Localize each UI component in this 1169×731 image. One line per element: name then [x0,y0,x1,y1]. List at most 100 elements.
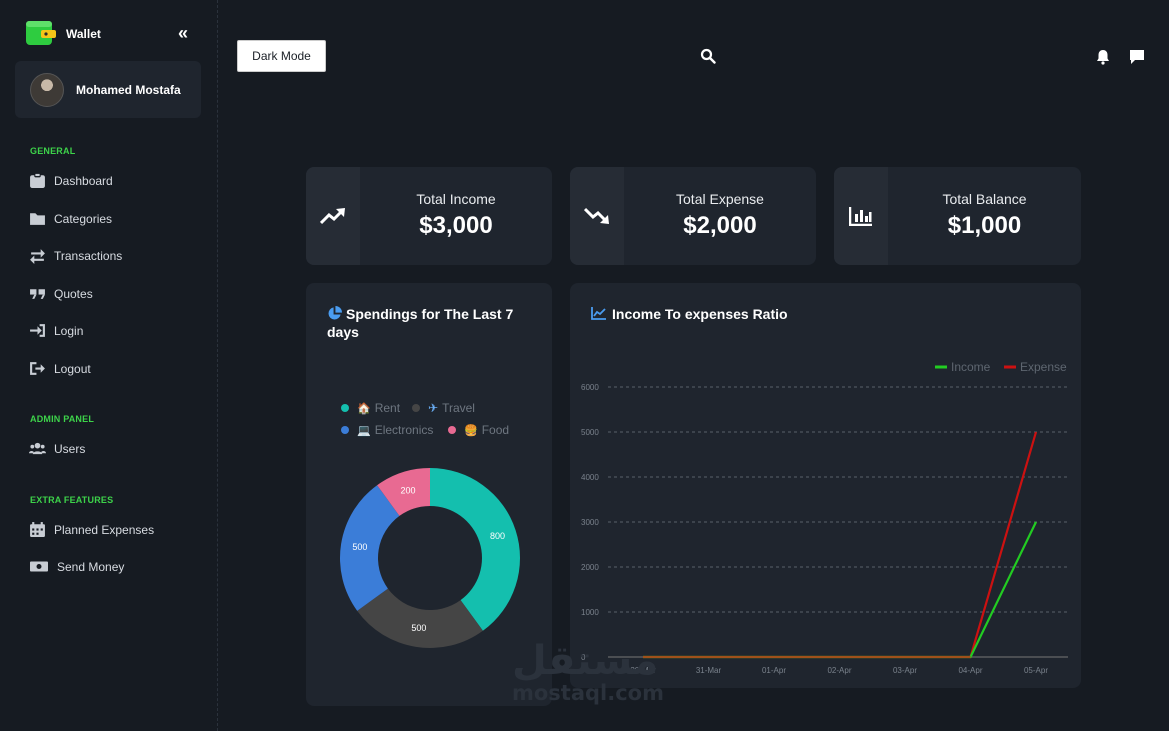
user-name: Mohamed Mostafa [76,82,181,97]
dashboard-icon [30,173,45,188]
legend-food[interactable]: 🍔 Food [448,423,509,437]
plane-icon: ✈ [428,401,439,415]
legend-dot [448,426,456,434]
sidebar-item-categories[interactable]: Categories [29,210,112,227]
legend-dot [412,404,420,412]
legend-electronics[interactable]: 💻 Electronics [341,423,433,437]
brand-title: Wallet [66,26,101,41]
section-extra: EXTRA FEATURES [30,495,114,505]
x-tick-label: 03-Apr [893,666,917,675]
x-tick-label: 31-Mar [696,666,722,675]
y-tick-label: 0 [581,653,586,662]
donut-data-label: 800 [490,531,505,541]
stat-label: Total Income [416,191,496,207]
wallet-icon [25,20,57,47]
y-tick-label: 5000 [581,428,599,437]
legend-dot [341,404,349,412]
legend-label-expense[interactable]: Expense [1020,360,1067,374]
laptop-icon: 💻 [357,424,371,437]
donut-slice-rent[interactable] [430,468,520,631]
legend-label: Electronics [374,423,434,437]
donut-slice-travel[interactable] [357,588,483,648]
x-tick-label: 30-Mar [630,666,656,675]
donut-data-label: 200 [401,485,416,495]
sidebar-item-logout[interactable]: Logout [29,360,91,377]
stat-value: $1,000 [947,212,1022,239]
stat-value: $2,000 [683,212,757,239]
sidebar-item-login[interactable]: Login [29,322,83,339]
legend-label: Food [481,423,510,437]
stat-label: Total Balance [942,191,1027,207]
total-income-card: Total Income $3,000 [306,167,552,265]
quote-icon [30,289,45,299]
stat-icon-box [570,167,624,265]
y-tick-label: 1000 [581,608,599,617]
watermark-arabic: مستقل [512,638,659,684]
legend-label-income[interactable]: Income [951,360,991,374]
ratio-title-text: Income To expenses Ratio [612,306,788,322]
donut-data-label: 500 [411,623,426,633]
ratio-title: Income To expenses Ratio [591,305,788,323]
logout-icon [30,362,45,375]
donut-data-label: 500 [352,542,367,552]
trend-up-icon [320,208,345,225]
donut-slice-electronics[interactable] [340,485,400,611]
stat-icon-box [306,167,360,265]
y-tick-label: 2000 [581,563,599,572]
trend-down-icon [584,207,609,224]
dark-mode-button[interactable]: Dark Mode [237,40,326,72]
x-tick-label: 04-Apr [958,666,982,675]
sidebar-item-quotes[interactable]: Quotes [29,285,93,302]
x-tick-label: 01-Apr [762,666,786,675]
y-tick-label: 3000 [581,518,599,527]
users-icon [29,442,46,455]
total-balance-card: Total Balance $1,000 [834,167,1081,265]
bell-icon[interactable] [1096,49,1110,70]
line-chart: 0 1000 2000 3000 4000 5000 6000 30-Mar 31-Mar 01-… [581,360,1068,675]
section-admin: ADMIN PANEL [30,414,95,424]
watermark: مستقل mostaql.com [512,640,664,704]
legend-label: Travel [442,401,475,415]
line-chart-icon [591,307,606,320]
legend-travel[interactable]: ✈ Travel [412,401,475,415]
sidebar-item-label: Login [54,323,84,338]
donut-chart: 800 500 500 200 [340,468,520,648]
legend-label: Rent [374,401,401,415]
legend-rent[interactable]: 🏠 Rent [341,401,400,415]
sidebar-item-label: Users [54,441,86,456]
sidebar-item-label: Transactions [54,248,123,263]
sidebar-item-planned-expenses[interactable]: Planned Expenses [29,521,154,538]
avatar [30,72,64,107]
sidebar-item-label: Dashboard [54,173,113,188]
stat-label: Total Expense [676,191,764,207]
stat-value: $3,000 [419,212,493,239]
search-icon[interactable] [700,48,716,69]
collapse-sidebar-icon[interactable]: « [178,23,189,43]
sidebar-item-label: Quotes [54,286,93,301]
message-icon[interactable] [1129,49,1145,70]
spendings-title: Spendings for The Last 7 days [327,305,537,341]
sidebar-item-label: Categories [54,211,113,226]
sidebar-item-dashboard[interactable]: Dashboard [29,172,113,189]
donut-slice-food[interactable] [377,468,430,516]
series-line-expense[interactable] [643,431,1038,659]
sidebar-item-transactions[interactable]: Transactions [29,247,122,264]
user-card[interactable]: Mohamed Mostafa [15,61,201,118]
sidebar-item-users[interactable]: Users [29,440,85,457]
y-tick-label: 4000 [581,473,599,482]
sidebar-item-label: Planned Expenses [54,522,155,537]
login-icon [30,324,45,337]
sidebar-item-send-money[interactable]: Send Money [29,558,124,575]
brand[interactable]: Wallet [25,20,101,47]
legend-dot [341,426,349,434]
home-icon: 🏠 [357,402,371,415]
spendings-panel: Spendings for The Last 7 days 🏠 Rent ✈ Tra… [306,283,552,706]
spendings-title-text: Spendings for The Last 7 days [327,306,514,340]
sidebar-item-label: Send Money [57,559,125,574]
folder-icon [30,213,45,225]
y-tick-label: 6000 [581,383,599,392]
calendar-icon [30,522,45,537]
section-general: GENERAL [30,146,76,156]
money-bill-icon [30,561,48,572]
stat-icon-box [834,167,888,265]
